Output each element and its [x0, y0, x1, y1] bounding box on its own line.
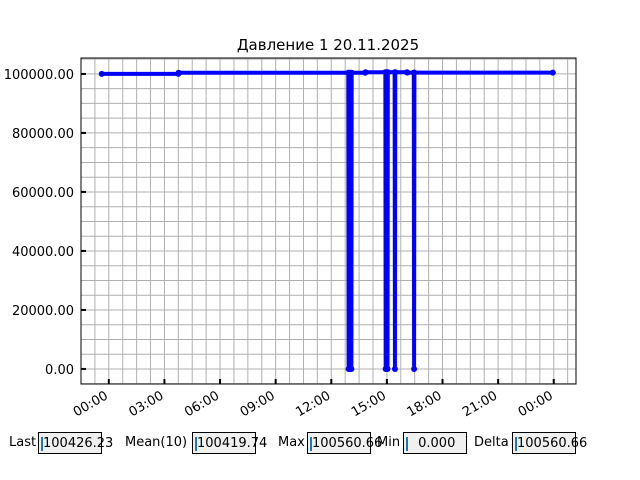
last-value: 100426.23	[43, 436, 114, 451]
min-value: 0.000	[414, 436, 456, 451]
x-tick-label: 21:00	[460, 388, 500, 420]
data-point	[348, 69, 355, 76]
delta-field[interactable]: 100560.66	[512, 432, 587, 454]
data-point	[411, 365, 418, 372]
y-tick-label: 40000.00	[12, 245, 74, 260]
last-label: Last	[9, 435, 37, 450]
x-tick-label: 12:00	[293, 388, 333, 420]
y-tick-label: 60000.00	[12, 186, 74, 201]
data-point	[348, 365, 355, 372]
x-tick-label: 00:00	[516, 388, 556, 420]
data-point	[391, 365, 398, 372]
y-tick-label: 80000.00	[12, 127, 74, 142]
delta-value: 100560.66	[517, 436, 588, 451]
x-tick-label: 03:00	[126, 388, 166, 420]
last-field[interactable]: 100426.23	[38, 432, 113, 454]
data-point	[175, 69, 182, 76]
data-point	[549, 69, 556, 76]
data-point	[384, 69, 391, 76]
min-field[interactable]: 0.000	[403, 432, 467, 454]
max-label: Max	[278, 435, 305, 450]
min-label: Min	[377, 435, 401, 450]
x-tick-label: 06:00	[182, 388, 222, 420]
data-point	[392, 69, 399, 76]
x-tick-label: 15:00	[349, 388, 389, 420]
chart-title: Давление 1 20.11.2025	[237, 36, 419, 54]
x-tick-label: 09:00	[238, 388, 278, 420]
grid	[81, 58, 576, 385]
mean-field[interactable]: 100419.74	[192, 432, 267, 454]
series-line	[98, 69, 556, 372]
max-field[interactable]: 100560.66	[307, 432, 382, 454]
data-point	[362, 69, 369, 76]
delta-label: Delta	[474, 435, 509, 450]
mean-value: 100419.74	[197, 436, 268, 451]
y-tick-label: 20000.00	[12, 304, 74, 319]
data-point	[404, 69, 411, 76]
axes-ticks: 00:00 03:00 06:00 09:00 12:00 15:00 18:00 21:00…	[4, 68, 556, 420]
y-tick-label: 100000.00	[4, 68, 74, 83]
x-tick-label: 18:00	[405, 388, 445, 420]
y-tick-label: 0.00	[45, 363, 74, 378]
x-tick-label: 00:00	[71, 388, 111, 420]
data-point	[384, 365, 391, 372]
data-point	[98, 70, 105, 77]
plot-frame	[80, 57, 577, 385]
max-value: 100560.66	[312, 436, 383, 451]
mean-label: Mean(10)	[125, 435, 188, 450]
chart: Давление 1 20.11.2025 00:00 03:00 06:00 09:…	[4, 36, 577, 420]
data-point	[411, 69, 418, 76]
